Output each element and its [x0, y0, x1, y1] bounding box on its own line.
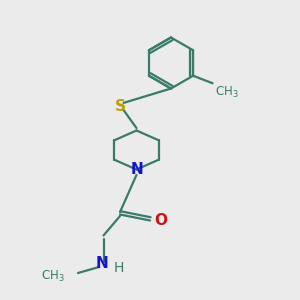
Text: H: H: [114, 261, 124, 274]
Text: N: N: [130, 162, 143, 177]
Text: S: S: [115, 99, 125, 114]
Text: CH$_3$: CH$_3$: [41, 269, 64, 284]
Text: O: O: [154, 213, 167, 228]
Text: CH$_3$: CH$_3$: [215, 85, 239, 100]
Text: N: N: [96, 256, 108, 272]
